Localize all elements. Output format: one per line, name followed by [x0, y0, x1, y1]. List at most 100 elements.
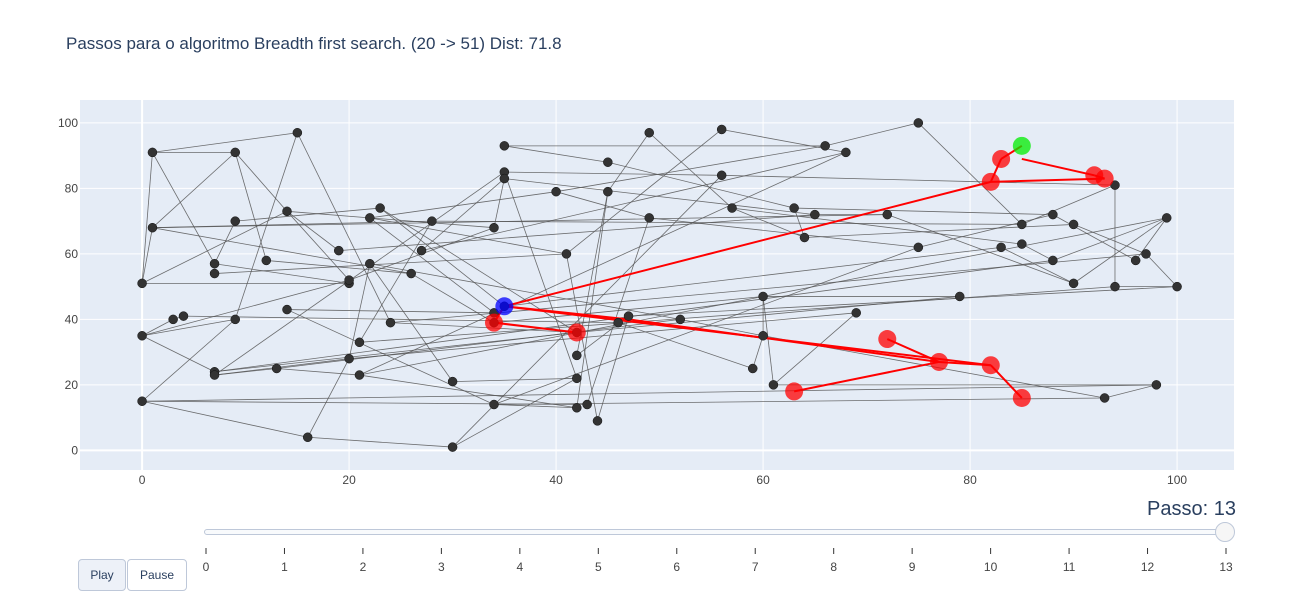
- x-tick-label: 40: [549, 473, 563, 487]
- graph-edge: [214, 253, 567, 274]
- visited-node: [1012, 388, 1031, 407]
- graph-node: [675, 314, 686, 325]
- graph-node: [344, 275, 354, 285]
- slider-tick-label: 11: [1063, 560, 1076, 574]
- graph-edge: [1021, 184, 1116, 225]
- graph-edge: [359, 220, 433, 343]
- x-tick-label: 100: [1167, 473, 1187, 487]
- visited-node: [981, 172, 1000, 191]
- graph-edge: [504, 145, 608, 163]
- visited-node: [992, 149, 1011, 168]
- path-edge: [504, 180, 992, 308]
- graph-node: [365, 213, 375, 223]
- graph-node: [644, 127, 654, 138]
- graph-node: [209, 258, 220, 269]
- x-tick-label: 20: [342, 473, 356, 487]
- graph-edge: [214, 220, 236, 264]
- graph-node: [385, 317, 396, 328]
- graph-edge: [452, 377, 577, 448]
- path-edge: [793, 360, 940, 393]
- graph-node: [758, 291, 768, 302]
- graph-edge: [234, 152, 288, 212]
- graph-node: [489, 399, 499, 410]
- graph-edge: [493, 397, 1105, 405]
- graph-node: [1017, 239, 1027, 249]
- graph-edge: [773, 312, 857, 386]
- graph-edge: [493, 296, 764, 324]
- graph-edge: [504, 246, 1002, 307]
- y-tick-label: 100: [58, 116, 78, 130]
- graph-node: [882, 209, 893, 220]
- graph-node: [1141, 249, 1151, 259]
- graph-node: [572, 403, 582, 413]
- graph-edge: [286, 211, 339, 251]
- graph-node: [416, 245, 427, 256]
- graph-edge: [648, 132, 733, 209]
- graph-edge: [649, 217, 919, 248]
- graph-edge: [141, 227, 153, 284]
- graph-node: [1099, 393, 1110, 403]
- graph-node: [1130, 255, 1141, 266]
- graph-node: [230, 216, 240, 226]
- step-slider-rail[interactable]: [204, 529, 1228, 535]
- graph-node: [644, 213, 654, 223]
- graph-edges: [141, 122, 1178, 448]
- graph-node: [603, 157, 613, 167]
- y-tick-label: 40: [65, 312, 79, 326]
- graph-edge: [141, 319, 174, 337]
- graph-node: [1068, 278, 1079, 289]
- slider-tick-label: 0: [203, 560, 210, 574]
- graph-node: [727, 203, 737, 213]
- graph-edge: [618, 322, 753, 369]
- graph-edge: [1021, 243, 1054, 261]
- goal-node: [1012, 136, 1031, 155]
- graph-node: [230, 314, 240, 325]
- graph-node: [851, 308, 861, 318]
- graph-node: [230, 147, 240, 158]
- graph-node: [499, 173, 510, 184]
- graph-edge: [369, 217, 495, 314]
- pause-button[interactable]: Pause: [127, 559, 187, 591]
- graph-edge: [762, 296, 774, 385]
- graph-node: [137, 278, 147, 289]
- path-edge: [990, 177, 1105, 183]
- graph-node: [1017, 219, 1027, 230]
- graph-node: [810, 209, 820, 220]
- graph-node: [1161, 213, 1172, 223]
- graph-edge: [793, 207, 805, 238]
- slider-tick-label: 6: [673, 560, 680, 574]
- start-node: [495, 297, 514, 316]
- graph-node: [716, 170, 727, 181]
- graph-edge: [307, 436, 453, 448]
- graph-edge: [390, 253, 1147, 324]
- graph-node: [333, 245, 344, 256]
- graph-edge: [825, 122, 919, 147]
- graph-node: [178, 311, 189, 321]
- graph-node: [613, 317, 623, 328]
- step-slider-handle[interactable]: [1215, 522, 1235, 542]
- plot-background: [80, 100, 1234, 470]
- graph-edge: [183, 315, 619, 324]
- graph-edge: [607, 161, 795, 209]
- step-prefix: Passo:: [1147, 498, 1214, 520]
- graph-node: [1110, 281, 1120, 292]
- graph-node: [913, 118, 924, 128]
- play-button[interactable]: Play: [78, 559, 126, 591]
- graph-node: [841, 147, 851, 158]
- graph-edge: [214, 263, 350, 284]
- path-edge: [886, 338, 940, 363]
- graph-edge: [276, 368, 360, 376]
- graph-edge: [369, 263, 681, 320]
- graph-node: [261, 255, 272, 266]
- graph-edge: [731, 207, 1022, 245]
- graph-node: [499, 141, 510, 151]
- graph-edge: [141, 279, 350, 337]
- y-tick-label: 60: [65, 247, 79, 261]
- graph-edge: [286, 309, 495, 405]
- graph-node: [758, 331, 768, 341]
- graph-edge: [628, 286, 1178, 317]
- graph-edge: [576, 296, 960, 333]
- graph-edge: [1073, 217, 1167, 284]
- step-value: 13: [1213, 498, 1236, 520]
- y-tick-label: 80: [65, 181, 79, 195]
